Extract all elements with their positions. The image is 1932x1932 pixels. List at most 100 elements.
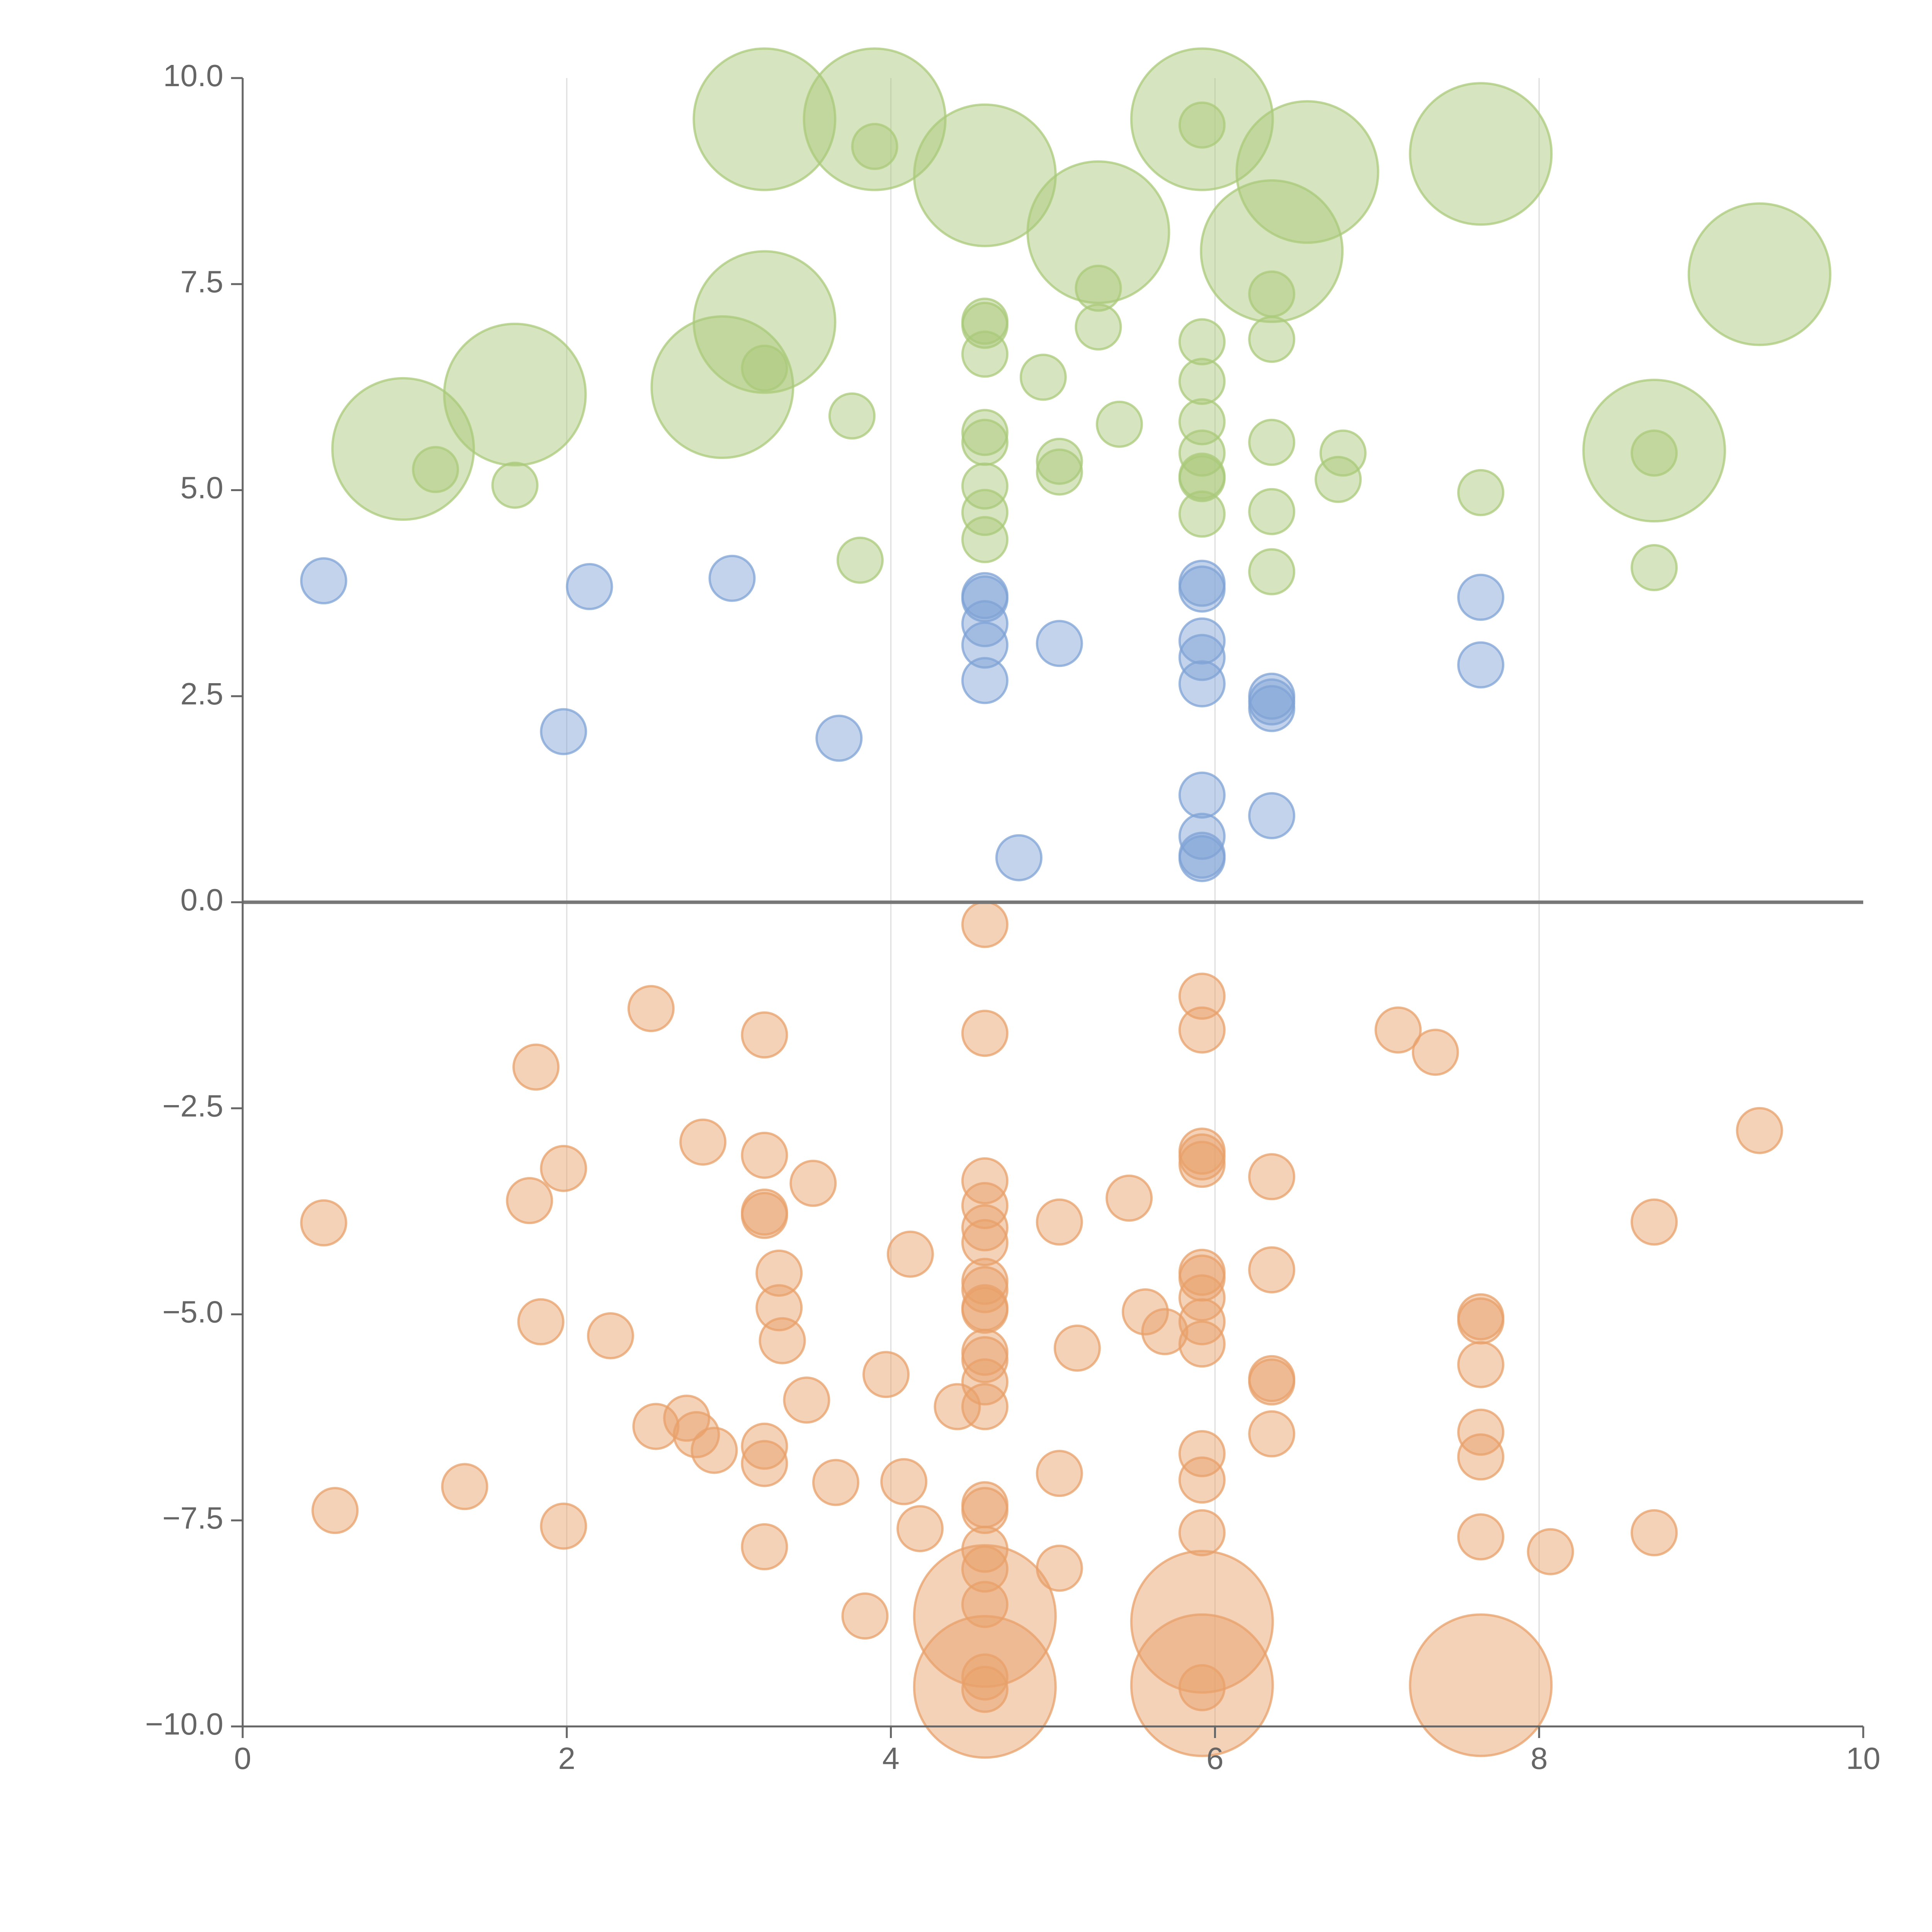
bubble-point [961, 657, 1009, 704]
bubble-point [1235, 100, 1379, 244]
bubble-point [1178, 1456, 1226, 1504]
bubble-point [961, 1204, 1009, 1252]
bubble-point [1141, 1308, 1189, 1355]
bubble-point [1075, 264, 1122, 312]
bubble-point [1036, 620, 1083, 667]
bubble-point [961, 462, 1009, 510]
bubble-point [741, 1192, 788, 1239]
bubble-point [1248, 270, 1296, 318]
bubble-point [1178, 357, 1226, 405]
bubble-point [1053, 1324, 1101, 1372]
bubble-point [1019, 354, 1067, 401]
x-tick-label: 10 [1846, 1741, 1881, 1776]
bubble-point [1457, 1341, 1505, 1388]
bubble-layer [300, 47, 1832, 1759]
bubble-point [961, 575, 1009, 623]
bubble-point [1248, 1153, 1296, 1201]
bubble-point [627, 985, 675, 1032]
bubble-point [506, 1177, 553, 1225]
bubble-point [708, 554, 756, 602]
bubble-point [587, 1312, 634, 1359]
bubble-point [1457, 1297, 1505, 1345]
bubble-point [886, 1230, 934, 1278]
bubble-point [1036, 437, 1083, 485]
bubble-point [961, 1157, 1009, 1204]
bubble-point [1248, 316, 1296, 363]
bubble-point [961, 330, 1009, 378]
bubble-point [1200, 179, 1344, 323]
bubble-point [1036, 1450, 1083, 1497]
bubble-point [1178, 1141, 1226, 1188]
bubble-point [491, 461, 539, 509]
bubble-point [803, 47, 947, 191]
bubble-point [1248, 488, 1296, 535]
bubble-point [540, 1145, 587, 1192]
y-tick-label: 10.0 [163, 58, 223, 93]
bubble-point [690, 1427, 738, 1474]
x-tick-label: 4 [882, 1741, 900, 1776]
bubble-point [566, 563, 613, 611]
bubble-point [961, 1666, 1009, 1713]
bubble-point [1122, 1288, 1169, 1336]
bubble-point [1178, 1006, 1226, 1054]
bubble-point [311, 1487, 359, 1534]
bubble-point [1178, 455, 1226, 502]
series-blue [300, 554, 1505, 882]
bubble-point [1248, 1246, 1296, 1294]
bubble-point [755, 1249, 803, 1297]
bubble-point [540, 1502, 587, 1550]
bubble-point [961, 489, 1009, 536]
bubble-point [632, 1403, 680, 1450]
bubble-point [961, 1545, 1009, 1593]
x-tick-label: 6 [1206, 1741, 1224, 1776]
bubble-point [1736, 1107, 1783, 1154]
bubble-point [1105, 1174, 1153, 1222]
bubble-point [1178, 1430, 1226, 1477]
bubble-point [443, 323, 587, 467]
series-green [331, 47, 1832, 595]
bubble-point [815, 714, 863, 762]
bubble-point [741, 1011, 788, 1059]
bubble-point [961, 901, 1009, 948]
bubble-point [1095, 400, 1143, 448]
bubble-point [1178, 973, 1226, 1020]
bubble-point [862, 1351, 910, 1398]
bubble-point [759, 1317, 806, 1364]
bubble-point [961, 1358, 1009, 1406]
bubble-point [1630, 544, 1678, 592]
bubble-point [934, 1383, 981, 1430]
bubble-point [961, 516, 1009, 563]
bubble-point [1248, 1358, 1296, 1406]
bubble-point [1178, 1509, 1226, 1556]
bubble-point [1178, 1274, 1226, 1321]
bubble-point [1178, 660, 1226, 707]
bubble-point [1412, 1029, 1459, 1076]
bubble-point [1178, 634, 1226, 681]
bubble-point [783, 1376, 830, 1424]
bubble-point [841, 1592, 889, 1640]
bubble-point [692, 47, 837, 191]
bubble-point [961, 1219, 1009, 1266]
bubble-point [1457, 469, 1505, 516]
bubble-point [961, 418, 1009, 466]
bubble-point [1248, 792, 1296, 840]
bubble-point [1630, 429, 1678, 477]
bubble-point [1178, 101, 1226, 149]
bubble-point [517, 1298, 565, 1345]
bubble-point [1178, 835, 1226, 882]
bubble-point [836, 536, 884, 584]
bubble-point [673, 1411, 720, 1458]
bubble-point [1582, 379, 1726, 523]
bubble-point [1457, 1513, 1505, 1561]
bubble-point [441, 1463, 488, 1510]
bubble-point [1527, 1528, 1574, 1575]
bubble-point [961, 1581, 1009, 1628]
bubble-point [1178, 1320, 1226, 1368]
bubble-point [1630, 1198, 1678, 1246]
bubble-point [961, 1266, 1009, 1313]
bubble-point [1248, 1410, 1296, 1458]
y-tick-label: −5.0 [162, 1295, 223, 1329]
y-tick-label: 2.5 [180, 677, 223, 711]
bubble-point [1178, 565, 1226, 613]
